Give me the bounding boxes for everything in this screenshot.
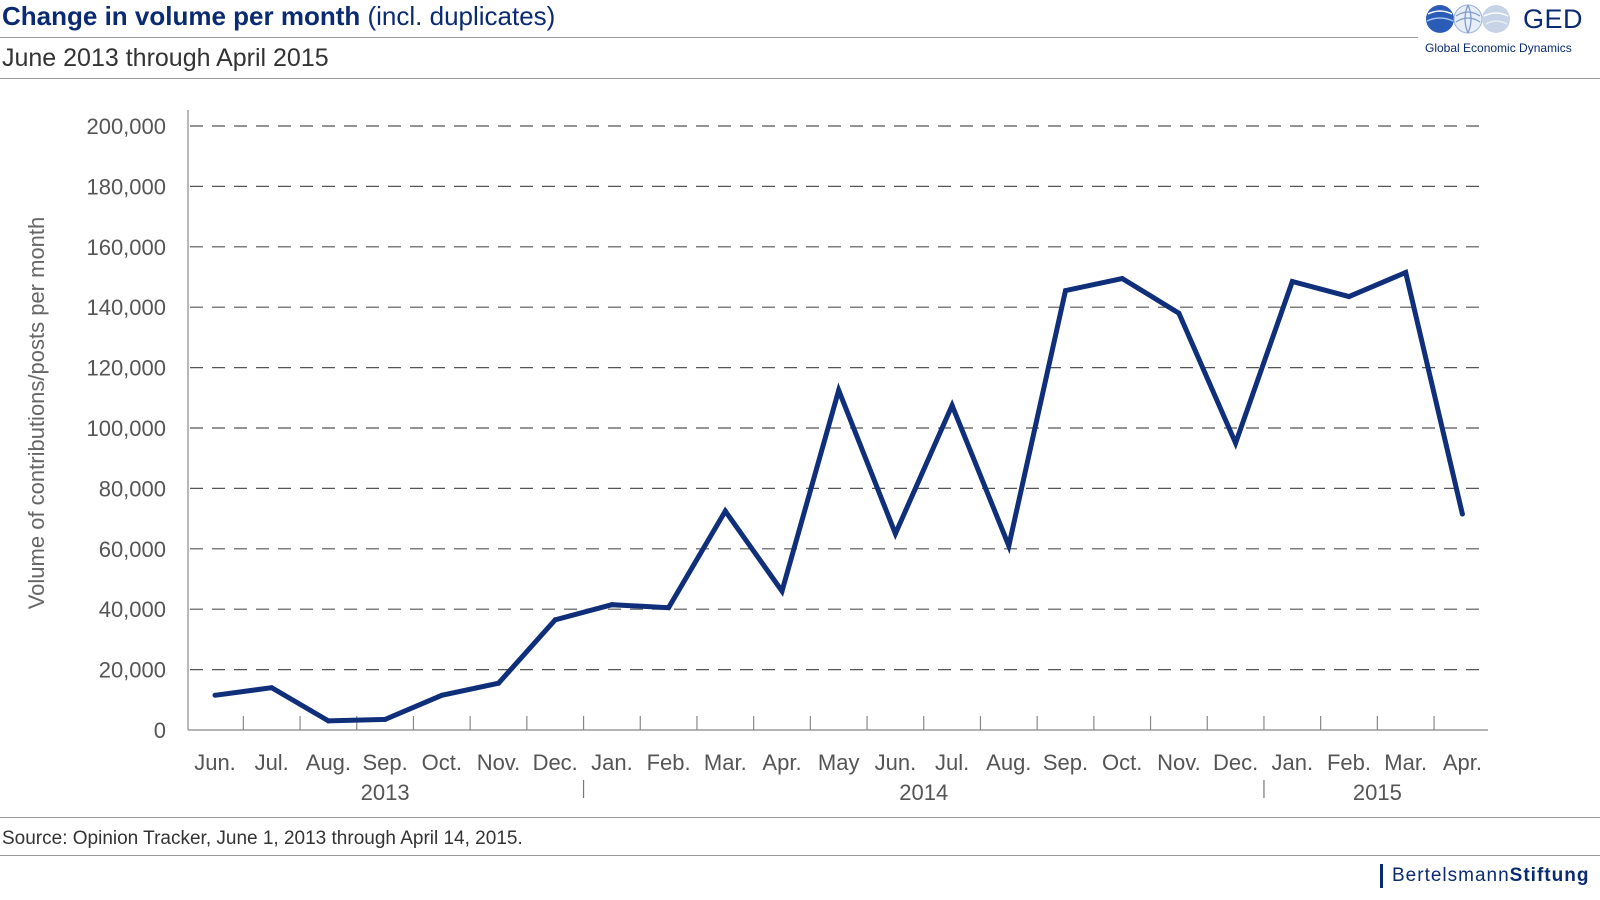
chart-subtitle: June 2013 through April 2015 bbox=[2, 44, 329, 73]
x-tick-label: Feb. bbox=[647, 750, 691, 775]
logo-wordmark: BertelsmannStiftung bbox=[1392, 865, 1589, 887]
data-point bbox=[893, 531, 898, 536]
y-tick-label: 160,000 bbox=[86, 235, 166, 260]
x-tick-label: Jul. bbox=[935, 750, 969, 775]
data-point bbox=[383, 717, 388, 722]
x-tick-label: Mar. bbox=[704, 750, 747, 775]
y-tick-label: 100,000 bbox=[86, 416, 166, 441]
data-point bbox=[666, 605, 671, 610]
series-line bbox=[215, 273, 1462, 721]
logo-wordmark-part2: Stiftung bbox=[1510, 865, 1590, 886]
x-tick-label: Dec. bbox=[1213, 750, 1258, 775]
line-chart: 0 20,000 40,000 60,000 80,000 100,000 120,000 1… bbox=[0, 80, 1600, 815]
x-tick-label: Jun. bbox=[875, 750, 917, 775]
chart-title: Change in volume per month (incl. duplic… bbox=[2, 1, 555, 32]
header-bottom-divider bbox=[0, 78, 1600, 79]
x-tick-label: Nov. bbox=[477, 750, 521, 775]
x-tick-label: Oct. bbox=[1102, 750, 1142, 775]
y-tick-label: 60,000 bbox=[99, 537, 166, 562]
year-label: 2013 bbox=[361, 780, 410, 805]
data-point bbox=[1403, 270, 1408, 275]
data-point bbox=[326, 718, 331, 723]
x-tick-label: May bbox=[818, 750, 860, 775]
x-tick-label: Aug. bbox=[306, 750, 351, 775]
data-point bbox=[213, 693, 218, 698]
data-point bbox=[836, 388, 841, 393]
data-point bbox=[1120, 276, 1125, 281]
logo-wordmark-part1: Bertelsmann bbox=[1392, 865, 1510, 886]
x-tick-label: Oct. bbox=[422, 750, 462, 775]
data-point bbox=[1063, 288, 1068, 293]
data-point bbox=[609, 602, 614, 607]
x-tick-label: Sep. bbox=[1043, 750, 1088, 775]
y-tick-label: 180,000 bbox=[86, 174, 166, 199]
data-point bbox=[496, 681, 501, 686]
chart-header: Change in volume per month (incl. duplic… bbox=[0, 0, 1600, 80]
data-point bbox=[1460, 512, 1465, 517]
chart-title-rest: (incl. duplicates) bbox=[367, 1, 555, 31]
y-tick-label: 120,000 bbox=[86, 356, 166, 381]
x-tick-label: Jan. bbox=[591, 750, 633, 775]
data-point bbox=[1006, 543, 1011, 548]
data-point bbox=[950, 403, 955, 408]
y-tick-label: 140,000 bbox=[86, 295, 166, 320]
ged-logo-text: GED bbox=[1523, 4, 1583, 35]
y-axis-title: Volume of contributions/posts per month bbox=[24, 217, 49, 610]
year-label: 2015 bbox=[1353, 780, 1402, 805]
globe-icon bbox=[1424, 2, 1522, 36]
data-point bbox=[1176, 311, 1181, 316]
data-point bbox=[269, 685, 274, 690]
series-layer bbox=[213, 270, 1465, 723]
x-tick-label: Jun. bbox=[194, 750, 236, 775]
data-point bbox=[1233, 441, 1238, 446]
data-point bbox=[780, 589, 785, 594]
x-tick-label: Aug. bbox=[986, 750, 1031, 775]
data-point bbox=[439, 693, 444, 698]
y-tick-label: 40,000 bbox=[99, 597, 166, 622]
data-point bbox=[1347, 294, 1352, 299]
x-tick-label: Jul. bbox=[255, 750, 289, 775]
x-tick-label: Dec. bbox=[533, 750, 578, 775]
y-tick-label: 200,000 bbox=[86, 114, 166, 139]
source-note: Source: Opinion Tracker, June 1, 2013 th… bbox=[2, 828, 523, 850]
ged-logo-tagline: Global Economic Dynamics bbox=[1425, 41, 1572, 55]
x-tick-label: Jan. bbox=[1272, 750, 1314, 775]
x-tick-label: Sep. bbox=[362, 750, 407, 775]
data-point bbox=[553, 617, 558, 622]
y-tick-label: 80,000 bbox=[99, 476, 166, 501]
ged-logo: GED Global Economic Dynamics bbox=[1424, 2, 1600, 62]
axes-layer bbox=[188, 110, 1488, 798]
chart-title-bold: Change in volume per month bbox=[2, 1, 360, 31]
x-tick-label: Mar. bbox=[1384, 750, 1427, 775]
y-tick-label: 0 bbox=[154, 718, 166, 743]
logo-bar bbox=[1380, 864, 1383, 888]
footer-divider bbox=[0, 817, 1600, 818]
x-tick-label: Feb. bbox=[1327, 750, 1371, 775]
year-label: 2014 bbox=[899, 780, 948, 805]
footer-bottom-divider bbox=[0, 855, 1600, 856]
data-point bbox=[1290, 279, 1295, 284]
header-divider bbox=[0, 37, 1418, 38]
x-tick-label: Apr. bbox=[762, 750, 801, 775]
x-tick-label: Nov. bbox=[1157, 750, 1201, 775]
data-point bbox=[723, 509, 728, 514]
x-tick-label: Apr. bbox=[1443, 750, 1482, 775]
y-tick-label: 20,000 bbox=[99, 658, 166, 683]
labels-layer: 0 20,000 40,000 60,000 80,000 100,000 120,000 1… bbox=[24, 114, 1482, 805]
